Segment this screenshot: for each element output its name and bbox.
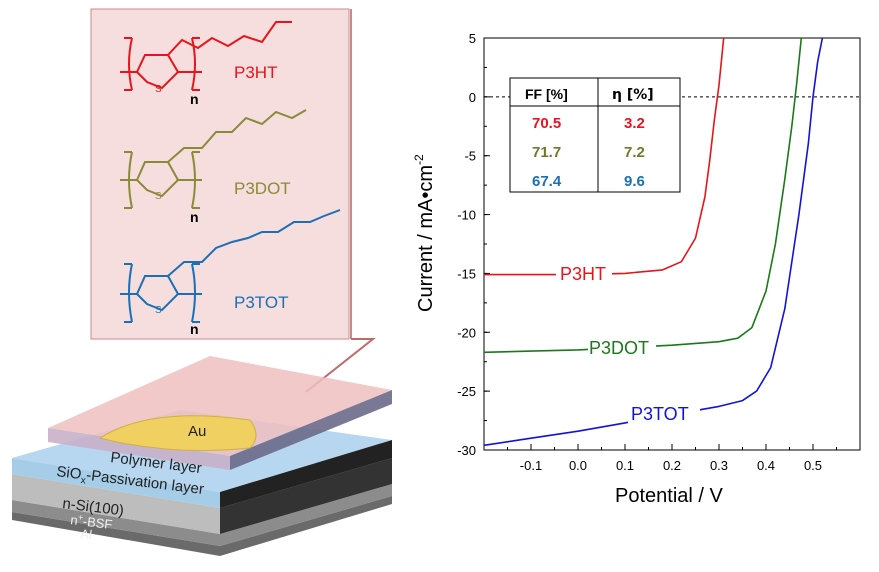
- p3ht-subscript: n: [190, 91, 199, 107]
- layer-bsf: [12, 484, 392, 546]
- p3dot-label: P3DOT: [234, 179, 291, 198]
- y-tick-label: 0: [469, 90, 476, 105]
- layer-si-dark: [220, 458, 392, 534]
- table-ff-2: 67.4: [532, 173, 562, 190]
- ff-eta-table: FF [%] η [%] 70.5 3.2 71.7 7.2 67.4 9.6: [509, 77, 681, 193]
- table-eta-2: 9.6: [624, 173, 645, 190]
- y-tick-label: 5: [469, 31, 476, 46]
- panel-connector: [305, 338, 376, 393]
- p3dot-structure: [120, 109, 307, 209]
- x-tick-label: 0.3: [710, 458, 728, 473]
- p3tot-label: P3TOT: [234, 293, 288, 312]
- p3dot-series-label: P3DOT: [589, 338, 649, 358]
- y-tick-label: -15: [457, 266, 476, 281]
- layer-si: [12, 458, 392, 534]
- x-tick-label: 0.0: [569, 458, 587, 473]
- al-label: Al: [80, 526, 93, 542]
- table-eta-1: 7.2: [624, 144, 645, 161]
- x-ticks: -0.1 0.0 0.1 0.2 0.3 0.4 0.5: [483, 444, 861, 473]
- p3ht-atom: S: [155, 84, 162, 95]
- table-ff-1: 71.7: [532, 144, 561, 161]
- p3tot-atom: S: [155, 305, 162, 316]
- y-tick-label: -30: [457, 443, 476, 458]
- p3tot-callout-bg: [628, 402, 700, 424]
- x-tick-label: 0.5: [804, 458, 822, 473]
- table-header-eta: η [%]: [612, 87, 654, 103]
- layer-al: [12, 496, 392, 556]
- au-label: Au: [188, 423, 206, 440]
- y-axis-label: Current / mA•cm-2: [412, 154, 437, 312]
- y-tick-label: -10: [457, 208, 476, 223]
- structures-panel: S n P3HT S n P3DOT S n P3TOT: [90, 8, 352, 340]
- x-axis-label: Potential / V: [615, 485, 724, 507]
- p3dot-subscript: n: [190, 209, 199, 225]
- p3tot-series-label: P3TOT: [631, 404, 689, 424]
- x-tick-label: -0.1: [520, 458, 542, 473]
- layer-polymer-front: [48, 428, 230, 470]
- x-tick-label: 0.4: [757, 458, 775, 473]
- device-stack: Au Polymer layer SiOx-Passivation layer …: [12, 356, 392, 556]
- y-tick-label: -5: [464, 149, 476, 164]
- table-eta-0: 3.2: [624, 115, 645, 132]
- series-line-p3dot: [483, 37, 803, 354]
- layer-polymer-side: [230, 390, 392, 470]
- y-ticks: 5 0 -5 -10 -15 -20 -25 -30: [457, 31, 490, 458]
- p3tot-structure: [120, 209, 341, 323]
- y-tick-label: -25: [457, 384, 476, 399]
- p3ht-label: P3HT: [234, 63, 277, 82]
- p3ht-series-label: P3HT: [560, 264, 606, 284]
- table-header-ff: FF [%]: [525, 86, 568, 102]
- jv-chart: -0.1 0.0 0.1 0.2 0.3 0.4 0.5 5 0 -5 -10 -15 -20 -25 -…: [412, 31, 861, 507]
- y-tick-label: -20: [457, 325, 476, 340]
- layer-au: [98, 415, 257, 451]
- series-line-p3tot: [483, 37, 824, 447]
- table-ff-0: 70.5: [532, 115, 561, 132]
- layer-siox-front: [12, 458, 220, 508]
- x-tick-label: 0.2: [663, 458, 681, 473]
- p3ht-callout-bg: [556, 262, 612, 284]
- p3dot-atom: S: [155, 191, 162, 202]
- layer-siox-side: [220, 440, 392, 508]
- p3dot-callout-bg: [588, 336, 656, 358]
- bsf-label: n+-BSF: [70, 511, 114, 532]
- x-tick-label: 0.1: [616, 458, 634, 473]
- p3ht-structure: [120, 21, 292, 91]
- structures-panel-bg: [90, 8, 350, 340]
- p3tot-subscript: n: [190, 321, 199, 337]
